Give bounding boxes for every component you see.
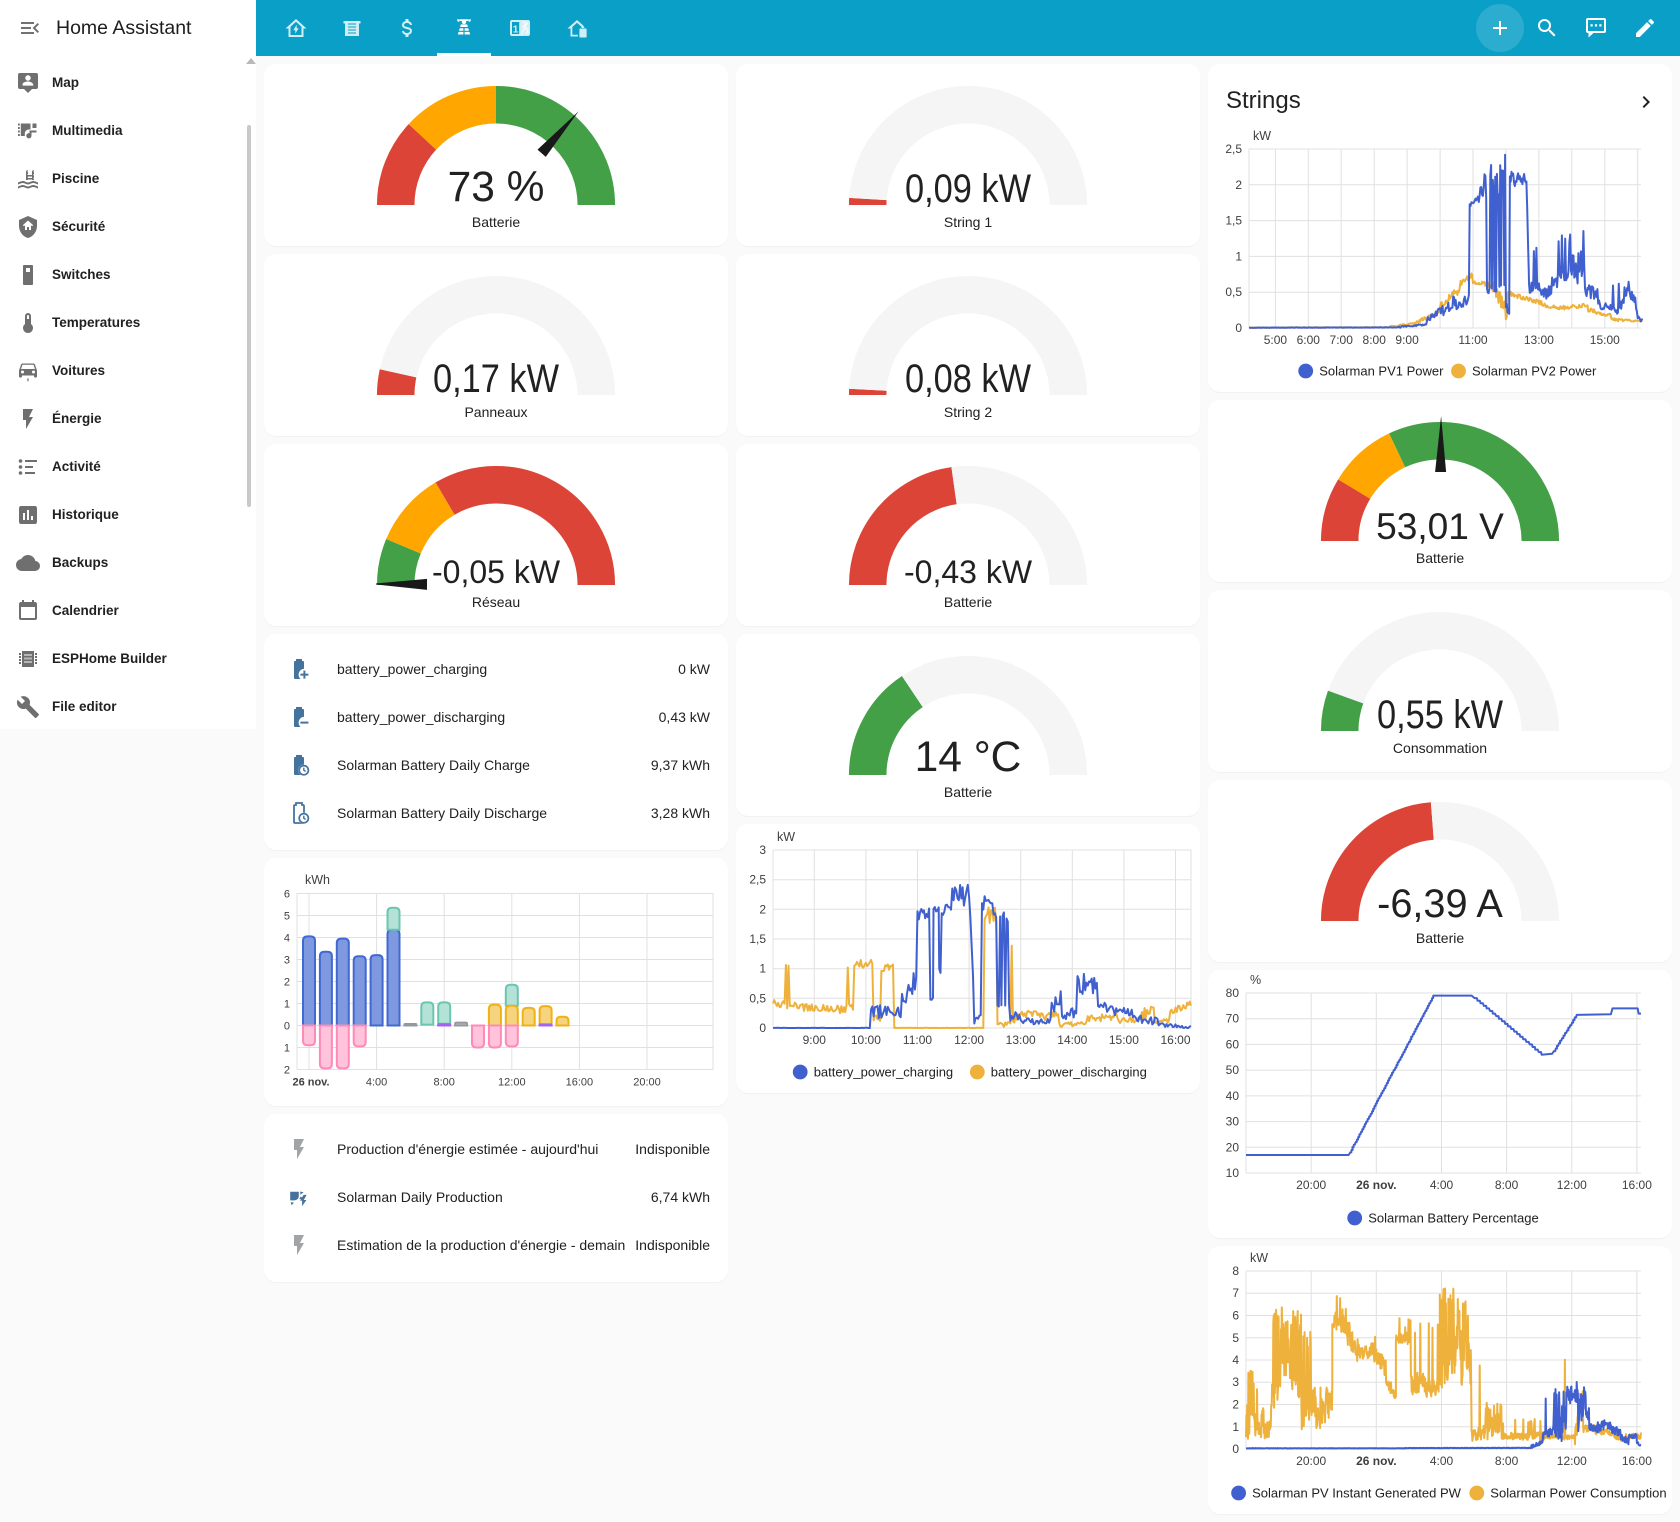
- svg-text:0: 0: [1235, 321, 1242, 335]
- svg-text:6: 6: [284, 889, 290, 901]
- svg-text:kW: kW: [1253, 129, 1271, 143]
- svg-text:3: 3: [284, 955, 290, 967]
- svg-text:26 nov.: 26 nov.: [1356, 1178, 1396, 1192]
- svg-text:2: 2: [1232, 1398, 1239, 1412]
- svg-text:1: 1: [513, 23, 519, 35]
- svg-text:1: 1: [284, 1043, 290, 1055]
- svg-text:1: 1: [1235, 249, 1242, 263]
- svg-text:Solarman PV2 Power: Solarman PV2 Power: [1472, 364, 1597, 379]
- svg-text:8:00: 8:00: [1495, 1178, 1519, 1192]
- svg-text:40: 40: [1226, 1089, 1240, 1103]
- svg-text:4:00: 4:00: [1430, 1454, 1454, 1468]
- svg-text:20: 20: [1226, 1140, 1240, 1154]
- svg-text:14:00: 14:00: [1057, 1033, 1087, 1047]
- svg-text:10:00: 10:00: [851, 1033, 881, 1047]
- svg-text:11:00: 11:00: [1458, 333, 1487, 347]
- svg-text:Solarman PV1 Power: Solarman PV1 Power: [1319, 364, 1444, 379]
- svg-text:16:00: 16:00: [1622, 1454, 1652, 1468]
- svg-text:15:00: 15:00: [1109, 1033, 1139, 1047]
- svg-text:battery_power_charging: battery_power_charging: [814, 1065, 953, 1080]
- svg-text:70: 70: [1226, 1012, 1240, 1026]
- svg-text:4: 4: [1232, 1353, 1239, 1367]
- svg-text:2: 2: [759, 902, 766, 916]
- svg-text:26 nov.: 26 nov.: [1356, 1454, 1396, 1468]
- svg-text:kWh: kWh: [305, 873, 330, 887]
- svg-text:1: 1: [284, 999, 290, 1011]
- svg-text:9:00: 9:00: [1395, 333, 1419, 347]
- svg-text:kW: kW: [777, 830, 795, 844]
- svg-text:16:00: 16:00: [566, 1077, 594, 1089]
- svg-text:8: 8: [1232, 1264, 1239, 1278]
- svg-text:8:00: 8:00: [1363, 333, 1387, 347]
- svg-text:1: 1: [759, 962, 766, 976]
- svg-text:30: 30: [1226, 1115, 1240, 1129]
- svg-text:2: 2: [284, 1065, 290, 1077]
- svg-text:2,5: 2,5: [1225, 142, 1242, 156]
- svg-text:Solarman Battery Percentage: Solarman Battery Percentage: [1368, 1211, 1539, 1226]
- svg-text:13:00: 13:00: [1006, 1033, 1036, 1047]
- svg-text:Solarman PV Instant Generated: Solarman PV Instant Generated PW: [1252, 1486, 1462, 1501]
- svg-text:20:00: 20:00: [1296, 1454, 1326, 1468]
- svg-text:20:00: 20:00: [633, 1077, 661, 1089]
- svg-text:3: 3: [524, 26, 529, 36]
- svg-text:12:00: 12:00: [954, 1033, 984, 1047]
- svg-text:Solarman Power Consumption: Solarman Power Consumption: [1490, 1486, 1666, 1501]
- svg-text:2: 2: [1235, 178, 1242, 192]
- svg-text:0: 0: [284, 1021, 290, 1033]
- svg-text:1: 1: [1232, 1420, 1239, 1434]
- svg-text:16:00: 16:00: [1160, 1033, 1190, 1047]
- svg-text:0,5: 0,5: [1225, 285, 1242, 299]
- svg-text:7: 7: [1232, 1286, 1239, 1300]
- svg-text:2: 2: [284, 977, 290, 989]
- svg-text:%: %: [1250, 973, 1261, 987]
- svg-text:5: 5: [284, 911, 290, 923]
- svg-text:kW: kW: [1250, 1251, 1268, 1265]
- svg-text:12:00: 12:00: [498, 1077, 526, 1089]
- svg-text:3: 3: [1232, 1375, 1239, 1389]
- svg-text:6: 6: [1232, 1309, 1239, 1323]
- svg-text:4: 4: [284, 933, 290, 945]
- svg-text:10: 10: [1226, 1166, 1240, 1180]
- svg-text:26 nov.: 26 nov.: [292, 1077, 329, 1089]
- svg-text:20:00: 20:00: [1296, 1178, 1326, 1192]
- svg-text:50: 50: [1226, 1063, 1240, 1077]
- svg-text:11:00: 11:00: [903, 1033, 932, 1047]
- svg-text:2: 2: [522, 19, 527, 29]
- svg-text:7:00: 7:00: [1330, 333, 1354, 347]
- svg-text:12:00: 12:00: [1557, 1454, 1587, 1468]
- svg-text:12:00: 12:00: [1557, 1178, 1587, 1192]
- svg-text:6:00: 6:00: [1297, 333, 1321, 347]
- svg-text:1,5: 1,5: [749, 932, 766, 946]
- svg-text:2,5: 2,5: [749, 873, 766, 887]
- svg-text:0: 0: [759, 1021, 766, 1035]
- svg-text:4:00: 4:00: [1430, 1178, 1454, 1192]
- svg-text:1,5: 1,5: [1225, 214, 1242, 228]
- svg-text:battery_power_discharging: battery_power_discharging: [991, 1065, 1147, 1080]
- svg-text:80: 80: [1226, 986, 1240, 1000]
- svg-text:8:00: 8:00: [1495, 1454, 1519, 1468]
- svg-text:0,5: 0,5: [749, 991, 766, 1005]
- svg-text:13:00: 13:00: [1524, 333, 1554, 347]
- svg-text:4:00: 4:00: [366, 1077, 387, 1089]
- svg-text:15:00: 15:00: [1590, 333, 1620, 347]
- svg-text:8:00: 8:00: [433, 1077, 454, 1089]
- svg-text:3: 3: [759, 843, 766, 857]
- svg-text:16:00: 16:00: [1622, 1178, 1652, 1192]
- svg-text:9:00: 9:00: [803, 1033, 827, 1047]
- svg-text:0: 0: [1232, 1442, 1239, 1456]
- svg-text:60: 60: [1226, 1037, 1240, 1051]
- svg-text:5: 5: [1232, 1331, 1239, 1345]
- svg-text:5:00: 5:00: [1264, 333, 1288, 347]
